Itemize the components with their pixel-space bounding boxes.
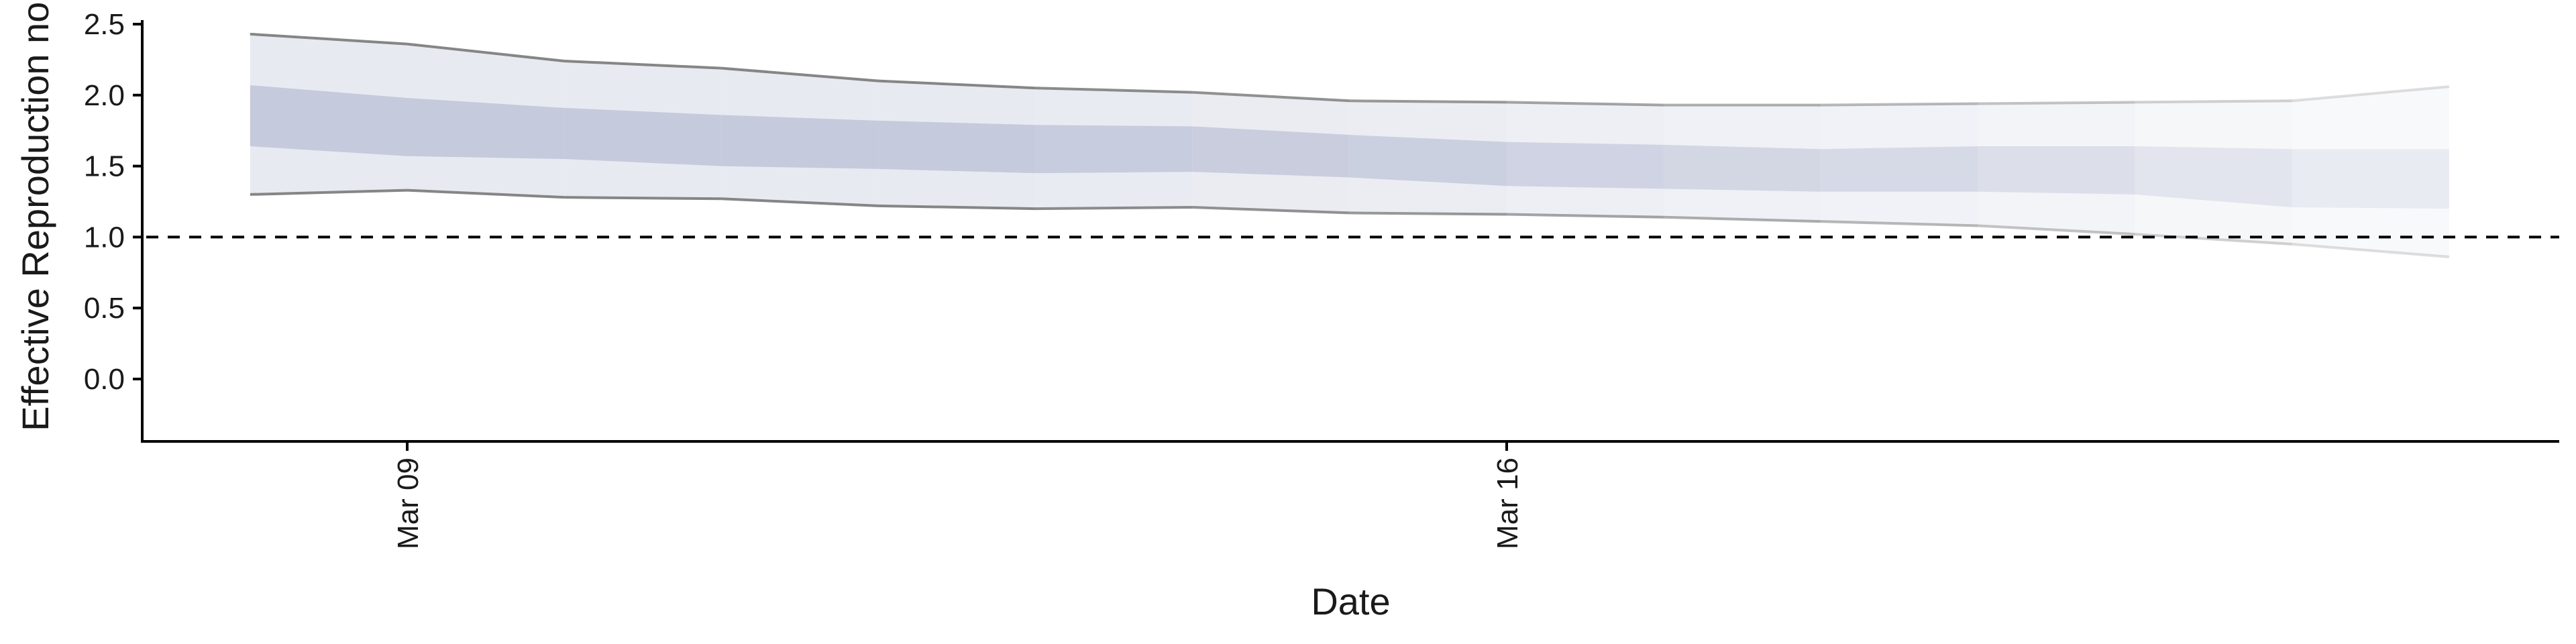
- ci90-band-segment: [2135, 101, 2292, 244]
- lower-bound-line: [564, 196, 722, 201]
- ci50-band-segment: [1821, 146, 1978, 192]
- y-tick-label: 0.0: [84, 363, 125, 396]
- upper-bound-line: [1978, 101, 2135, 105]
- lower-bound-line: [1035, 205, 1193, 211]
- ci-bound-lines: [250, 32, 2450, 259]
- y-ticks: 0.0 0.5 1.0 1.5 2.0 2.5: [84, 8, 142, 396]
- lower-bound-line: [2135, 233, 2292, 246]
- upper-bound-line: [1821, 102, 1978, 107]
- ci50-band-segment: [2135, 146, 2292, 207]
- y-tick-label: 1.0: [84, 221, 125, 254]
- ci50-band-segment: [2292, 149, 2449, 209]
- ci50-band-segment: [250, 85, 407, 156]
- x-axis-title: Date: [1311, 580, 1390, 623]
- upper-bound-line: [407, 42, 565, 63]
- ci50-band-segment: [878, 120, 1036, 174]
- ci50-band-segment: [721, 115, 879, 169]
- ci50-band-segment: [407, 98, 565, 160]
- y-axis-title: Effective Reproduction no.: [14, 0, 56, 431]
- upper-bound-line: [1192, 91, 1350, 103]
- lower-bound-line: [407, 189, 565, 199]
- x-tick-label: Mar 16: [1491, 458, 1524, 549]
- y-tick-label: 0.5: [84, 292, 125, 325]
- lower-bound-line: [1506, 213, 1664, 219]
- lower-bound-line: [1192, 205, 1350, 215]
- ci50-band-segment: [1664, 144, 1821, 192]
- ci50-band-segment: [1192, 126, 1350, 178]
- y-tick-label: 2.0: [84, 79, 125, 112]
- lower-bound-line: [1821, 220, 1978, 227]
- lower-bound-line: [2292, 242, 2450, 259]
- ci50-band-segment: [1507, 142, 1664, 189]
- x-tick-label: Mar 09: [392, 458, 425, 549]
- ci-bands: [250, 34, 2449, 258]
- y-tick-label: 1.5: [84, 150, 125, 183]
- ci50-band-segment: [1978, 146, 2135, 195]
- upper-bound-line: [1349, 99, 1507, 104]
- lower-bound-line: [878, 204, 1036, 211]
- lower-bound-line: [1349, 211, 1507, 216]
- ci90-band-segment: [2292, 87, 2449, 258]
- x-ticks: Mar 09 Mar 16: [392, 441, 1524, 549]
- lower-bound-line: [721, 197, 879, 207]
- lower-bound-line: [250, 189, 408, 196]
- upper-bound-line: [250, 32, 408, 46]
- ci50-band-segment: [1035, 125, 1193, 174]
- ci50-band-segment: [564, 107, 722, 166]
- lower-bound-line: [1664, 215, 1821, 223]
- upper-bound-line: [2135, 99, 2292, 104]
- upper-bound-line: [1035, 87, 1193, 94]
- y-tick-label: 2.5: [84, 8, 125, 41]
- ci50-band-segment: [1349, 135, 1507, 186]
- upper-bound-line: [2292, 85, 2450, 103]
- upper-bound-line: [564, 60, 722, 70]
- upper-bound-line: [878, 79, 1036, 90]
- lower-bound-line: [1978, 224, 2135, 236]
- upper-bound-line: [1506, 101, 1664, 107]
- upper-bound-line: [721, 66, 879, 83]
